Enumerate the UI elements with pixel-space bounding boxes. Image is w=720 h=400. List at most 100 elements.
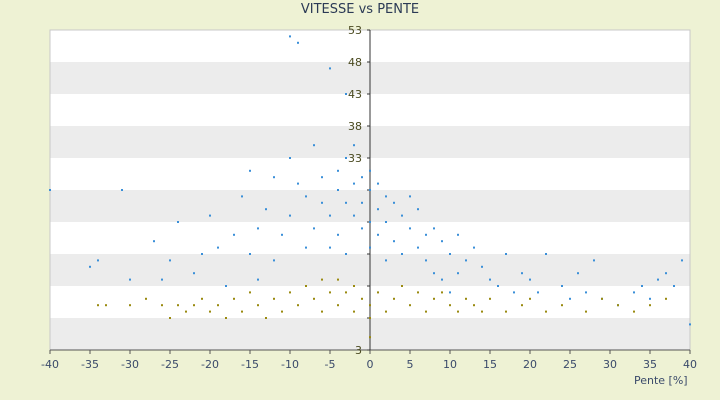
- data-point-olive: [473, 304, 475, 307]
- data-point-blue: [377, 208, 379, 211]
- data-point-olive: [177, 304, 179, 307]
- x-tick-label: 35: [643, 358, 657, 371]
- y-tick-label: 43: [348, 88, 362, 101]
- x-tick-label: -15: [241, 358, 259, 371]
- data-point-olive: [489, 297, 491, 300]
- data-point-olive: [225, 317, 227, 319]
- data-point-blue: [273, 259, 275, 262]
- data-point-blue: [249, 253, 251, 255]
- data-point-blue: [121, 189, 123, 191]
- y-tick-label: 3: [355, 344, 362, 357]
- data-point-blue: [497, 285, 499, 287]
- data-point-blue: [385, 259, 387, 262]
- data-point-blue: [425, 259, 427, 262]
- data-point-blue: [297, 182, 299, 185]
- data-point-blue: [273, 176, 275, 179]
- data-point-olive: [529, 297, 531, 300]
- chart-title: VITESSE vs PENTE: [300, 2, 420, 17]
- data-point-olive: [305, 285, 307, 287]
- data-point-blue: [353, 182, 355, 185]
- data-point-blue: [329, 214, 331, 217]
- x-tick-label: -5: [325, 358, 336, 371]
- data-point-olive: [369, 336, 371, 339]
- data-point-blue: [201, 253, 203, 255]
- data-point-blue: [89, 265, 91, 268]
- data-point-blue: [521, 272, 523, 275]
- x-tick-label: -40: [41, 358, 59, 371]
- data-point-blue: [681, 259, 683, 262]
- data-point-olive: [273, 297, 275, 300]
- data-point-blue: [177, 221, 179, 223]
- data-point-blue: [217, 246, 219, 249]
- data-point-blue: [353, 214, 355, 217]
- data-point-blue: [377, 233, 379, 236]
- x-tick-label: 40: [683, 358, 697, 371]
- data-point-olive: [281, 310, 283, 313]
- data-point-blue: [393, 201, 395, 204]
- data-point-blue: [457, 272, 459, 275]
- data-point-blue: [313, 227, 315, 230]
- data-point-olive: [449, 304, 451, 307]
- data-point-olive: [441, 291, 443, 294]
- data-point-blue: [417, 208, 419, 211]
- data-point-blue: [337, 169, 339, 172]
- data-point-blue: [297, 41, 299, 44]
- data-point-blue: [169, 259, 171, 262]
- data-point-olive: [425, 310, 427, 313]
- data-point-blue: [513, 291, 515, 294]
- data-point-blue: [641, 285, 643, 287]
- data-point-blue: [313, 144, 315, 147]
- data-point-blue: [321, 201, 323, 204]
- data-point-olive: [665, 297, 667, 300]
- data-point-olive: [289, 291, 291, 294]
- data-point-olive: [185, 310, 187, 313]
- data-point-olive: [129, 304, 131, 307]
- y-tick-label: 33: [348, 152, 362, 165]
- data-point-olive: [233, 297, 235, 300]
- data-point-blue: [305, 195, 307, 198]
- data-point-blue: [337, 189, 339, 191]
- data-point-blue: [393, 240, 395, 243]
- data-point-olive: [145, 297, 147, 300]
- data-point-blue: [353, 144, 355, 147]
- data-point-olive: [401, 285, 403, 287]
- x-tick-label: -30: [121, 358, 139, 371]
- data-point-blue: [401, 253, 403, 255]
- data-point-blue: [489, 278, 491, 281]
- data-point-blue: [425, 233, 427, 236]
- data-point-olive: [265, 317, 267, 319]
- data-point-blue: [577, 272, 579, 275]
- data-point-blue: [561, 285, 563, 287]
- x-tick-label: 20: [523, 358, 537, 371]
- data-point-olive: [353, 285, 355, 287]
- data-point-olive: [201, 297, 203, 300]
- data-point-olive: [249, 291, 251, 294]
- data-point-blue: [345, 93, 347, 95]
- data-point-olive: [241, 310, 243, 313]
- data-point-olive: [217, 304, 219, 307]
- data-point-olive: [321, 310, 323, 313]
- data-point-blue: [385, 221, 387, 223]
- y-tick-label: 48: [348, 56, 362, 69]
- data-point-olive: [393, 297, 395, 300]
- data-point-olive: [433, 297, 435, 300]
- x-tick-label: 30: [603, 358, 617, 371]
- data-point-olive: [481, 310, 483, 313]
- data-point-blue: [369, 246, 371, 249]
- data-point-olive: [601, 297, 603, 300]
- data-point-blue: [665, 272, 667, 275]
- data-point-blue: [449, 253, 451, 255]
- data-point-blue: [633, 291, 635, 294]
- x-tick-label: 25: [563, 358, 577, 371]
- y-tick-label: 53: [348, 24, 362, 37]
- data-point-olive: [465, 297, 467, 300]
- data-point-blue: [465, 259, 467, 262]
- data-point-blue: [345, 253, 347, 255]
- data-point-blue: [409, 227, 411, 230]
- data-point-olive: [297, 304, 299, 307]
- data-point-blue: [305, 246, 307, 249]
- data-point-blue: [673, 285, 675, 287]
- data-point-olive: [633, 310, 635, 313]
- data-point-blue: [569, 297, 571, 300]
- data-point-blue: [289, 35, 291, 38]
